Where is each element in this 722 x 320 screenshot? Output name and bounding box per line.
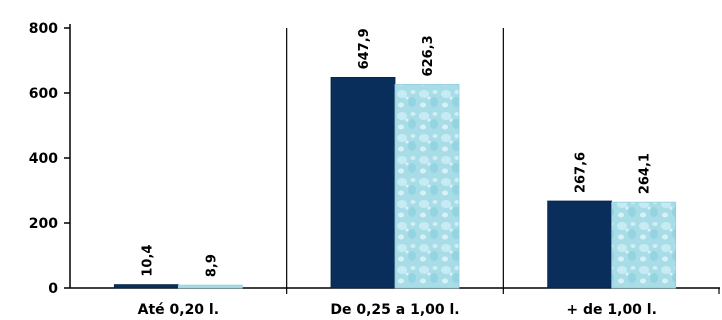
- data-label: 647,9: [357, 28, 372, 69]
- bar-series-2: [394, 84, 460, 289]
- data-label: 267,6: [574, 152, 589, 193]
- data-label: 264,1: [638, 153, 653, 194]
- bar-series-1: [330, 77, 396, 289]
- bar-series-2: [611, 201, 677, 289]
- x-category-label: Até 0,20 l.: [138, 302, 219, 318]
- y-tick-label: 0: [48, 281, 58, 297]
- data-label: 626,3: [421, 35, 436, 76]
- bar-series-1: [113, 284, 179, 289]
- bar-series-2: [177, 284, 243, 289]
- y-tick-label: 400: [29, 151, 58, 167]
- y-tick-label: 600: [29, 86, 58, 102]
- bar-series-1: [547, 200, 613, 289]
- x-category-label: De 0,25 a 1,00 l.: [330, 302, 459, 318]
- y-tick-label: 200: [29, 216, 58, 232]
- y-tick-label: 800: [29, 21, 58, 37]
- data-label: 10,4: [140, 245, 155, 277]
- data-label: 8,9: [204, 254, 219, 277]
- x-category-label: + de 1,00 l.: [566, 302, 657, 318]
